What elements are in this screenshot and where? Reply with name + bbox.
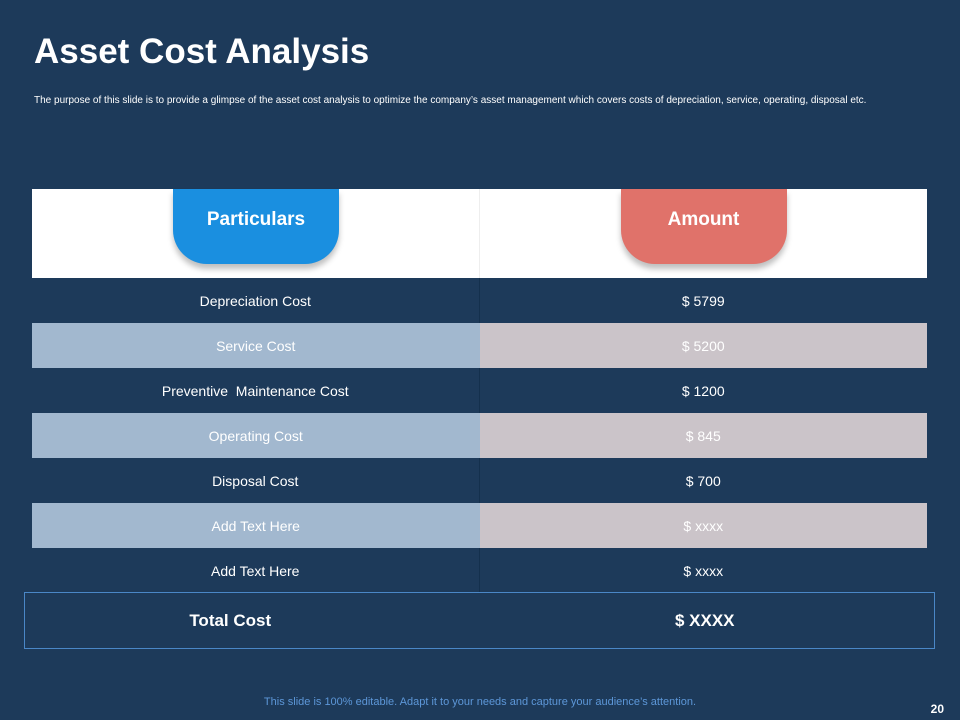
- particular-cell: Add Text Here: [32, 548, 480, 593]
- page-number: 20: [930, 702, 944, 716]
- table-row: Service Cost $ 5200: [32, 323, 927, 368]
- header-cell-particulars: Particulars: [32, 189, 480, 278]
- particular-cell: Operating Cost: [32, 413, 480, 458]
- header-cell-amount: Amount: [480, 189, 928, 278]
- slide-title: Asset Cost Analysis: [34, 32, 370, 71]
- particular-cell: Preventive Maintenance Cost: [32, 368, 480, 413]
- table-row: Add Text Here $ xxxx: [32, 503, 927, 548]
- particular-cell: Service Cost: [32, 323, 480, 368]
- table-row: Operating Cost $ 845: [32, 413, 927, 458]
- amount-cell: $ xxxx: [479, 503, 927, 548]
- amount-cell: $ 5200: [479, 323, 927, 368]
- particular-cell: Depreciation Cost: [32, 278, 480, 323]
- table-row: Add Text Here $ xxxx: [32, 548, 927, 593]
- amount-cell: $ 5799: [479, 278, 927, 323]
- total-amount: $ XXXX: [674, 610, 735, 630]
- cost-table: Particulars Amount Depreciation Cost $ 5…: [32, 189, 927, 593]
- amount-cell: $ 845: [479, 413, 927, 458]
- particular-cell: Disposal Cost: [32, 458, 480, 503]
- amount-cell: $ xxxx: [479, 548, 927, 593]
- amount-header-tab: Amount: [620, 189, 787, 264]
- table-row: Disposal Cost $ 700: [32, 458, 927, 503]
- amount-cell: $ 1200: [479, 368, 927, 413]
- slide-subtitle: The purpose of this slide is to provide …: [34, 95, 867, 106]
- amount-cell: $ 700: [479, 458, 927, 503]
- table-row: Preventive Maintenance Cost $ 1200: [32, 368, 927, 413]
- total-label: Total Cost: [189, 610, 272, 630]
- particular-cell: Add Text Here: [32, 503, 480, 548]
- footer-note: This slide is 100% editable. Adapt it to…: [263, 696, 697, 708]
- total-row: Total Cost $ XXXX: [24, 592, 935, 649]
- particulars-header-tab: Particulars: [173, 189, 339, 264]
- table-header-row: Particulars Amount: [32, 189, 927, 278]
- table-row: Depreciation Cost $ 5799: [32, 278, 927, 323]
